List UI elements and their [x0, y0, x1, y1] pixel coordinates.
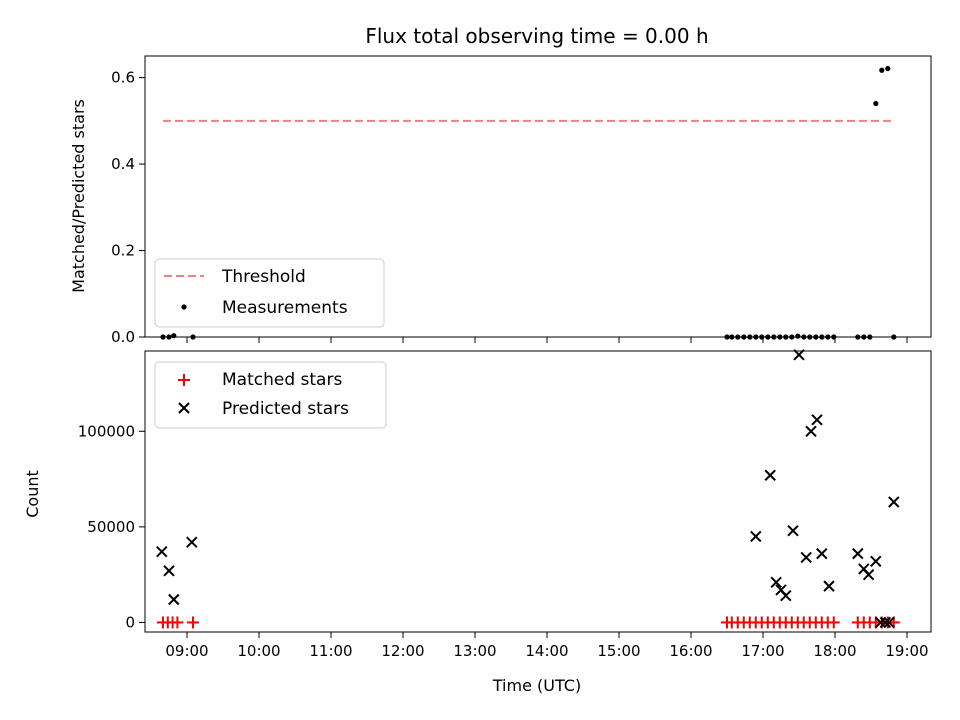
legend-matched-label: Matched stars	[222, 370, 342, 390]
top-y-tick-label: 0.2	[111, 242, 135, 260]
bottom-legend-box	[154, 361, 387, 429]
bottom-axes-frame	[144, 350, 932, 633]
chart-title: Flux total observing time = 0.00 h	[365, 24, 708, 48]
legend-predicted-label: Predicted stars	[222, 399, 349, 419]
matched-star-point	[187, 616, 199, 629]
predicted-star-point	[879, 616, 892, 629]
matched-star-point	[827, 616, 840, 629]
x-tick-label: 17:00	[741, 642, 784, 660]
x-tick-label: 12:00	[381, 642, 424, 660]
top-y-axis-label: Matched/Predicted stars	[69, 99, 88, 293]
predicted-star-point	[852, 547, 864, 560]
x-axis-label: Time (UTC)	[492, 676, 581, 695]
x-tick-label: 18:00	[813, 642, 856, 660]
x-tick-label: 11:00	[309, 642, 352, 660]
predicted-star-point	[787, 524, 799, 537]
predicted-star-point	[816, 547, 828, 560]
bottom-y-tick-label: 50000	[87, 518, 135, 536]
predicted-star-point	[811, 414, 823, 426]
predicted-star-point	[780, 589, 792, 602]
bottom-y-tick-label: 100000	[78, 422, 135, 440]
bottom-axis-ticks: 09:00 10:00 11:00 12:00 13:00 14:00 15:00 16:00…	[78, 422, 929, 660]
predicted-star-point	[156, 546, 168, 558]
predicted-star-point	[770, 576, 782, 589]
predicted-star-point	[874, 616, 887, 629]
predicted-star-point	[800, 551, 812, 564]
x-tick-label: 19:00	[885, 642, 928, 660]
top-y-tick-label: 0.6	[111, 69, 135, 87]
x-tick-label: 16:00	[669, 642, 712, 660]
x-tick-label: 14:00	[525, 642, 568, 660]
predicted-star-point	[764, 469, 776, 481]
top-axis-ticks: 0.0 0.2 0.4 0.6	[111, 69, 908, 346]
predicted-star-point	[168, 593, 180, 606]
measurement-point	[795, 333, 801, 339]
matched-star-point	[171, 616, 184, 629]
x-tick-label: 15:00	[597, 642, 640, 660]
measurement-point	[885, 65, 891, 72]
bottom-y-axis-label: Count	[23, 470, 42, 518]
predicted-star-point	[870, 555, 882, 567]
predicted-star-point	[163, 565, 175, 577]
top-legend: Threshold Measurements	[154, 258, 385, 328]
bottom-y-tick-label: 0	[125, 613, 135, 631]
bottom-panel: 09:00 10:00 11:00 12:00 13:00 14:00 15:00 16:00…	[23, 349, 932, 695]
bottom-legend: Matched stars Predicted stars	[154, 361, 387, 429]
top-y-tick-label: 0.0	[111, 328, 135, 346]
predicted-legend-swatch	[178, 402, 190, 414]
predicted-star-point	[805, 425, 817, 437]
top-axes-frame	[144, 55, 932, 338]
matched-legend-swatch	[178, 374, 190, 386]
top-y-tick-label: 0.4	[111, 155, 135, 173]
predicted-star-point	[750, 530, 762, 543]
legend-threshold-label: Threshold	[221, 267, 306, 287]
predicted-star-point	[888, 496, 900, 508]
predicted-star-point	[862, 568, 875, 581]
predicted-star-point	[823, 580, 835, 592]
measurements-legend-swatch	[181, 304, 187, 310]
measurement-point	[873, 100, 879, 107]
measurement-point	[171, 333, 177, 339]
x-tick-label: 13:00	[453, 642, 496, 660]
bottom-series-layer	[156, 349, 900, 629]
x-tick-label: 10:00	[237, 642, 280, 660]
measurement-point	[879, 67, 885, 73]
x-tick-label: 09:00	[165, 642, 208, 660]
predicted-star-point	[883, 616, 895, 629]
top-panel: 0.0 0.2 0.4 0.6 Matched/Predicted stars Thr…	[69, 55, 932, 346]
top-legend-box	[154, 258, 385, 328]
legend-measurements-label: Measurements	[222, 298, 348, 318]
predicted-star-point	[186, 536, 198, 548]
